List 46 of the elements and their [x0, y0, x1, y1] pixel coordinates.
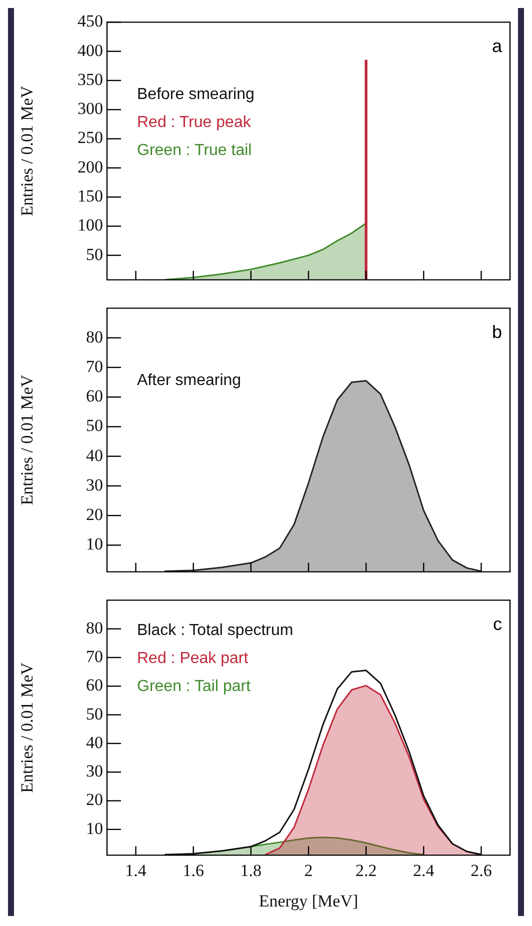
text: b [492, 322, 502, 342]
y-tick-label: 150 [78, 186, 103, 206]
annotation: Before smearing [137, 86, 254, 104]
text: Red : True peak [137, 114, 252, 132]
x-tick-label: 1.4 [125, 860, 147, 880]
x-axis-title: Energy [MeV] [258, 891, 358, 910]
y-tick-label: 100 [78, 216, 103, 235]
y-tick-label: 10 [86, 818, 103, 838]
text: Black : Total spectrum [137, 622, 294, 640]
y-tick-label: 50 [86, 704, 103, 724]
x-tick-label: 1.6 [182, 860, 204, 880]
text: Red : Peak part [137, 650, 249, 668]
text: c [493, 614, 502, 634]
y-tick-label: 450 [78, 12, 103, 31]
y-tick-label: 350 [78, 70, 103, 89]
y-tick-label: 80 [86, 327, 103, 346]
y-tick-label: 200 [78, 157, 103, 176]
y-axis-title: Entries / 0.01 MeV [18, 662, 37, 793]
y-tick-label: 20 [86, 504, 103, 524]
y-tick-label: 30 [86, 475, 103, 494]
y-tick-label: 60 [86, 386, 103, 406]
y-tick-label: 30 [86, 762, 103, 781]
y-tick-label: 10 [86, 534, 103, 554]
y-tick-label: 70 [86, 646, 103, 666]
x-tick-label: 2.4 [413, 860, 435, 880]
y-tick-label: 50 [86, 244, 103, 264]
x-tick-label: 2.2 [355, 860, 377, 880]
y-tick-label: 400 [78, 40, 103, 60]
x-tick-label: 2.6 [470, 860, 492, 880]
y-tick-label: 50 [86, 416, 103, 436]
y-tick-label: 80 [86, 618, 103, 638]
y-tick-label: 300 [78, 99, 103, 118]
y-tick-label: 60 [86, 676, 103, 695]
annotation: After smearing [137, 372, 242, 390]
y-tick-label: 70 [86, 356, 103, 376]
x-tick-label: 2 [304, 860, 313, 880]
y-axis-title: Entries / 0.01 MeV [18, 85, 37, 216]
text: Green : Tail part [137, 678, 252, 696]
y-tick-label: 250 [78, 128, 103, 148]
y-tick-label: 20 [86, 790, 103, 810]
x-tick-label: 1.8 [240, 860, 262, 880]
y-tick-label: 40 [86, 446, 103, 465]
text: Green : True tail [137, 142, 252, 160]
y-axis-title: Entries / 0.01 MeV [18, 374, 37, 506]
text: a [492, 36, 503, 56]
y-tick-label: 40 [86, 732, 103, 752]
